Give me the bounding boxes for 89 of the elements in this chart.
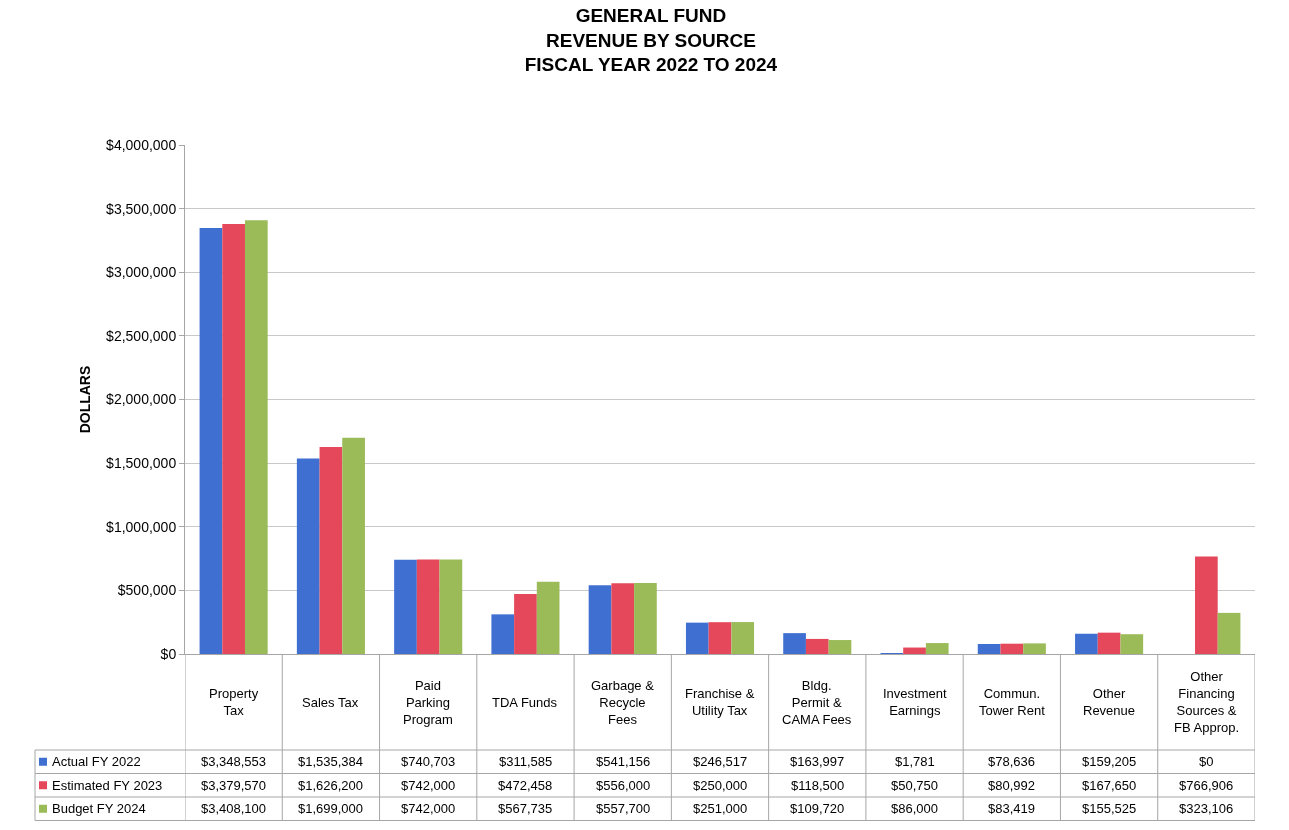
- data-label: $1,699,000: [298, 801, 364, 816]
- bar: [685, 622, 709, 654]
- bar: [296, 458, 320, 654]
- bar: [1000, 643, 1024, 654]
- bar: [416, 559, 440, 654]
- x-tick-label: TDA Funds: [492, 695, 558, 710]
- data-label: $557,700: [596, 801, 651, 816]
- y-tick-label: $1,500,000: [106, 455, 177, 472]
- data-label: $742,000: [401, 778, 456, 793]
- data-label: $0: [1199, 754, 1214, 769]
- legend-label: Actual FY 2022: [52, 754, 141, 769]
- bar: [1075, 633, 1098, 654]
- data-label: $742,000: [401, 801, 456, 816]
- x-tick-label: Paid Parking Program: [403, 678, 453, 727]
- data-label: $3,408,100: [201, 801, 267, 816]
- x-tick-label: Investment Earnings: [883, 686, 947, 718]
- bar: [708, 622, 732, 654]
- bar: [439, 559, 463, 654]
- x-tick-label: Other Revenue: [1083, 686, 1136, 718]
- x-tick-label: Garbage & Recycle Fees: [591, 678, 655, 727]
- bar: [783, 633, 806, 654]
- y-tick-label: $2,500,000: [106, 327, 177, 344]
- data-label: $109,720: [790, 801, 845, 816]
- x-tick-label: Commun. Tower Rent: [979, 686, 1046, 718]
- data-label: $86,000: [891, 801, 938, 816]
- bar: [1217, 612, 1241, 654]
- bar: [1120, 634, 1144, 654]
- bar: [1195, 556, 1218, 654]
- data-label: $3,348,553: [201, 754, 267, 769]
- data-label: $1,626,200: [298, 778, 364, 793]
- bar: [731, 622, 755, 654]
- bar: [1097, 632, 1121, 654]
- legend-label: Budget FY 2024: [52, 801, 146, 816]
- x-tick-label: Franchise & Utility Tax: [685, 686, 755, 718]
- data-label: $567,735: [498, 801, 553, 816]
- bar: [536, 581, 560, 654]
- data-label: $1,535,384: [298, 754, 364, 769]
- data-label: $159,205: [1082, 754, 1137, 769]
- bar: [319, 447, 343, 654]
- data-label: $323,106: [1179, 801, 1234, 816]
- y-tick-label: $2,000,000: [106, 391, 177, 408]
- data-label: $3,379,570: [201, 778, 267, 793]
- data-label: $246,517: [693, 754, 748, 769]
- data-label: $167,650: [1082, 778, 1137, 793]
- data-label: $541,156: [596, 754, 651, 769]
- data-label: $766,906: [1179, 778, 1234, 793]
- y-tick-label: $1,000,000: [106, 518, 177, 535]
- data-label: $251,000: [693, 801, 748, 816]
- legend-label: Estimated FY 2023: [52, 778, 163, 793]
- x-tick-label: Property Tax: [209, 686, 259, 718]
- bar: [342, 437, 365, 654]
- y-tick-label: $500,000: [117, 582, 177, 599]
- y-tick-label: $4,000,000: [106, 136, 177, 153]
- bar: [805, 638, 829, 654]
- data-label: $50,750: [891, 778, 938, 793]
- x-tick-label: Other Financing Sources & FB Approp.: [1174, 669, 1240, 735]
- data-label: $250,000: [693, 778, 748, 793]
- bar: [244, 220, 268, 654]
- bar: [588, 585, 612, 654]
- bar: [977, 643, 1001, 654]
- data-label: $78,636: [988, 754, 1035, 769]
- data-label: $311,585: [499, 754, 553, 769]
- bar: [222, 223, 245, 654]
- x-tick-label: Bldg. Permit & CAMA Fees: [782, 678, 852, 727]
- x-tick-label: Sales Tax: [302, 695, 359, 710]
- bar: [394, 559, 417, 654]
- data-label: $556,000: [596, 778, 651, 793]
- data-label: $740,703: [401, 754, 456, 769]
- y-tick-label: $3,000,000: [106, 264, 177, 281]
- bar: [1023, 643, 1046, 654]
- y-tick-label: $0: [160, 645, 177, 662]
- bar: [491, 614, 515, 654]
- bar: [514, 593, 537, 654]
- bar: [925, 643, 949, 654]
- y-axis-title: DOLLARS: [76, 365, 93, 434]
- chart-title: GENERAL FUND REVENUE BY SOURCE FISCAL YEAR 2022 TO 2024: [524, 5, 778, 76]
- bar: [611, 583, 635, 654]
- data-label: $472,458: [498, 778, 553, 793]
- data-label: $1,781: [895, 754, 935, 769]
- data-label: $80,992: [988, 778, 1035, 793]
- bar: [828, 640, 852, 654]
- bar: [199, 227, 223, 654]
- data-label: $163,997: [790, 754, 845, 769]
- y-tick-label: $3,500,000: [106, 200, 177, 217]
- data-label: $118,500: [791, 778, 845, 793]
- data-label: $83,419: [988, 801, 1035, 816]
- bar: [903, 647, 926, 654]
- bar: [634, 583, 657, 654]
- data-label: $155,525: [1082, 801, 1137, 816]
